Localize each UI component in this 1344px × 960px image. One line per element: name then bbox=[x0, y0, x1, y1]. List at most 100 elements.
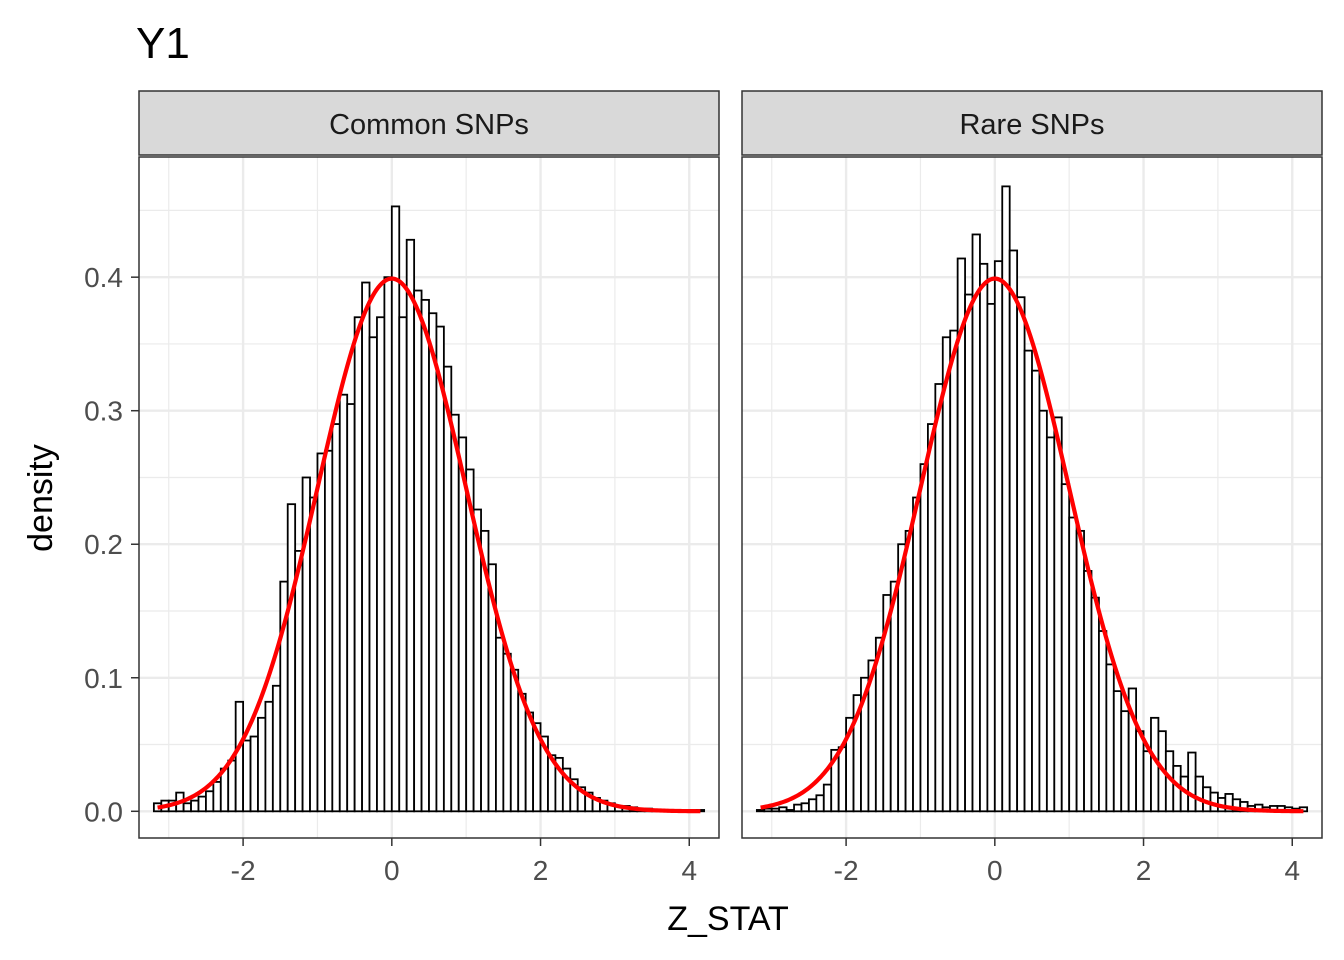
histogram-bar bbox=[428, 312, 438, 813]
histogram-bar bbox=[1083, 570, 1093, 813]
histogram-bar bbox=[309, 496, 319, 813]
y-axis-label: density bbox=[22, 444, 60, 552]
facet-strip bbox=[741, 90, 1323, 156]
histogram-bar bbox=[257, 716, 267, 813]
histogram-bar bbox=[405, 238, 416, 813]
histogram-bar bbox=[926, 423, 937, 813]
x-tick-label: 0 bbox=[987, 855, 1003, 886]
histogram-bar bbox=[413, 289, 423, 813]
x-tick-label: 2 bbox=[533, 855, 549, 886]
histogram-bar bbox=[1194, 775, 1204, 813]
histogram-bar bbox=[1120, 710, 1130, 813]
histogram-bar bbox=[1142, 750, 1152, 813]
histogram-bar bbox=[993, 260, 1004, 813]
histogram-bar bbox=[346, 403, 356, 813]
x-tick-label: -2 bbox=[834, 855, 859, 886]
histogram-bar bbox=[294, 550, 304, 813]
histogram-bar bbox=[205, 790, 215, 813]
facet-strip bbox=[138, 90, 720, 156]
histogram-bar bbox=[286, 503, 297, 813]
x-axis-label: Z_STAT bbox=[667, 900, 789, 938]
histogram-bar bbox=[904, 529, 914, 813]
normal-density-curve bbox=[760, 276, 1304, 814]
histogram-bar bbox=[1090, 596, 1100, 813]
histogram-bar bbox=[941, 336, 952, 813]
histogram-bar bbox=[1023, 349, 1033, 813]
histogram-bar bbox=[1187, 751, 1197, 813]
histogram-bar bbox=[495, 636, 505, 813]
histogram-bar bbox=[979, 262, 989, 813]
histogram-bar bbox=[234, 700, 245, 813]
histogram-bar bbox=[1112, 690, 1123, 813]
panel-border bbox=[138, 156, 720, 839]
histogram-bar bbox=[1098, 630, 1108, 813]
histogram-bar bbox=[190, 799, 200, 813]
histogram-bar bbox=[524, 711, 535, 813]
histogram-bar bbox=[457, 436, 468, 813]
histogram-bar bbox=[1135, 730, 1145, 813]
histogram-bar bbox=[964, 293, 974, 813]
histogram-bar bbox=[316, 452, 326, 813]
histogram-bar bbox=[822, 783, 833, 813]
panel-border bbox=[741, 156, 1323, 839]
histogram-bar bbox=[338, 393, 349, 813]
histogram-bar bbox=[919, 463, 929, 813]
histogram-bar bbox=[398, 316, 408, 813]
y-tick-label: 0.4 bbox=[84, 262, 123, 293]
chart-title: Y1 bbox=[136, 19, 190, 68]
histogram-bar bbox=[442, 365, 453, 813]
histogram-bar bbox=[808, 798, 818, 813]
histogram-bar bbox=[197, 795, 207, 813]
histogram-bar bbox=[435, 325, 445, 813]
histogram-bar bbox=[249, 735, 259, 813]
histogram-bar bbox=[242, 739, 252, 813]
histogram-bar bbox=[800, 802, 810, 813]
y-tick-label: 0.2 bbox=[84, 529, 123, 560]
y-axis: 0.0 0.1 0.2 0.3 0.4 bbox=[84, 262, 139, 827]
histogram-bar bbox=[815, 794, 825, 813]
panels-layer: Common SNPs -2 0 2 4 0.0 0.1 0.2 0.3 0.4 Rare SNPs… bbox=[84, 90, 1323, 886]
histogram-bar bbox=[778, 806, 788, 813]
histogram-bar bbox=[770, 807, 781, 813]
grid-lines bbox=[139, 157, 719, 838]
histogram-bar bbox=[1038, 409, 1048, 813]
histogram-bar bbox=[361, 281, 371, 813]
histogram-bar bbox=[1031, 369, 1041, 813]
histogram-bar bbox=[264, 700, 274, 813]
normal-density-curve bbox=[157, 276, 701, 814]
y-tick-label: 0.0 bbox=[84, 796, 123, 827]
histogram-bar bbox=[450, 413, 460, 813]
histogram-bar bbox=[502, 652, 512, 813]
histogram-bar bbox=[1008, 249, 1019, 813]
facet-strip-label: Rare SNPs bbox=[959, 109, 1104, 141]
histogram-bar bbox=[390, 205, 401, 813]
histogram-bar bbox=[1045, 436, 1056, 813]
x-tick-label: 2 bbox=[1136, 855, 1152, 886]
histogram-bar bbox=[949, 329, 959, 813]
x-axis: -2 0 2 4 bbox=[231, 838, 697, 886]
x-tick-label: 4 bbox=[1284, 855, 1300, 886]
x-tick-label: 4 bbox=[681, 855, 697, 886]
histogram-bar bbox=[1068, 516, 1078, 813]
histogram-bar bbox=[971, 233, 981, 813]
histogram-bar bbox=[837, 746, 848, 813]
histogram-bar bbox=[763, 807, 773, 813]
histogram-bar bbox=[271, 684, 282, 813]
histogram-bar bbox=[509, 668, 520, 813]
histogram-bar bbox=[986, 302, 996, 813]
x-axis: -2 0 2 4 bbox=[834, 838, 1300, 886]
histogram-bar bbox=[1060, 483, 1071, 813]
histogram-bar bbox=[353, 316, 363, 813]
x-tick-label: -2 bbox=[231, 855, 256, 886]
panel-common-snps: Common SNPs -2 0 2 4 0.0 0.1 0.2 0.3 0.4 bbox=[84, 90, 720, 886]
histogram-bar bbox=[368, 336, 378, 813]
histogram-bar bbox=[793, 803, 803, 813]
panel-rare-snps: Rare SNPs -2 0 2 4 bbox=[741, 90, 1323, 886]
y-tick-label: 0.3 bbox=[84, 396, 123, 427]
histogram-bar bbox=[323, 449, 334, 813]
x-tick-label: 0 bbox=[384, 855, 400, 886]
histogram-bar bbox=[212, 781, 222, 813]
histogram-bar bbox=[182, 802, 192, 813]
